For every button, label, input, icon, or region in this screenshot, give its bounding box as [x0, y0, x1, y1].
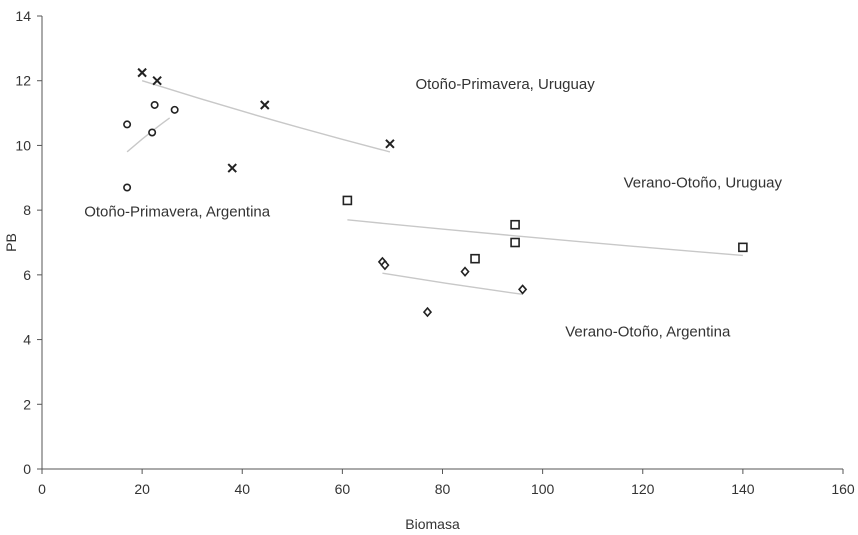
x-tick-label: 100: [531, 481, 555, 497]
marker-op_argentina: [148, 128, 157, 137]
x-tick-label: 160: [831, 481, 855, 497]
y-axis: 0 2 4 6 8 10 12 14: [15, 8, 43, 477]
annotation-label: Otoño-Primavera, Uruguay: [415, 76, 595, 93]
x-tick-label: 60: [335, 481, 351, 497]
x-tick-label: 120: [631, 481, 655, 497]
marker-op_argentina: [123, 183, 132, 192]
trendline-group: [126, 80, 743, 295]
marker-op_uruguay: [152, 76, 162, 86]
marker-op_argentina: [170, 105, 179, 114]
x-tick-label: 20: [134, 481, 150, 497]
marker-vo_argentina: [380, 259, 390, 271]
y-tick-label: 4: [23, 332, 31, 348]
annotation-label: Verano-Otoño, Argentina: [565, 323, 731, 340]
x-axis: 0 20 40 60 80 100 120 140 160: [38, 468, 855, 497]
marker-vo_argentina: [460, 266, 470, 277]
y-tick-label: 14: [15, 8, 31, 24]
x-axis-title: Biomasa: [405, 516, 460, 532]
marker-op_argentina: [123, 120, 132, 129]
marker-group: [123, 67, 748, 318]
trendline-vo_argentina: [382, 272, 523, 295]
x-tick-group: 0 20 40 60 80 100 120 140 160: [38, 469, 855, 497]
x-tick-label: 80: [435, 481, 451, 497]
marker-vo_uruguay: [738, 242, 748, 253]
y-tick-label: 6: [23, 267, 31, 283]
x-tick-label: 40: [234, 481, 250, 497]
y-tick-label: 0: [23, 461, 31, 477]
marker-op_uruguay: [227, 163, 237, 173]
marker-vo_uruguay: [342, 195, 353, 206]
marker-vo_uruguay: [510, 219, 520, 230]
annotation-label: Otoño-Primavera, Argentina: [84, 204, 271, 221]
y-tick-label: 12: [15, 73, 31, 89]
y-axis-title: PB: [3, 233, 19, 252]
marker-op_uruguay: [260, 100, 270, 110]
marker-vo_uruguay: [510, 237, 520, 248]
y-tick-group: 0 2 4 6 8 10 12 14: [15, 8, 42, 477]
trendline-vo_uruguay: [347, 219, 743, 257]
marker-op_uruguay: [385, 139, 395, 149]
marker-vo_argentina: [518, 284, 528, 295]
y-tick-label: 2: [23, 396, 31, 412]
y-tick-label: 10: [15, 137, 31, 153]
trendline-op_uruguay: [141, 80, 391, 153]
marker-vo_uruguay: [470, 253, 480, 264]
x-tick-label: 140: [731, 481, 755, 497]
y-tick-label: 8: [23, 202, 31, 218]
annotation-label: Verano-Otoño, Uruguay: [624, 174, 783, 191]
annotation-group: Otoño-Primavera, Uruguay Otoño-Primavera,…: [84, 76, 782, 341]
trendline-op_argentina: [126, 117, 171, 153]
x-tick-label: 0: [38, 481, 46, 497]
marker-op_argentina: [150, 100, 159, 109]
marker-op_uruguay: [137, 67, 147, 78]
marker-vo_argentina: [422, 306, 433, 318]
